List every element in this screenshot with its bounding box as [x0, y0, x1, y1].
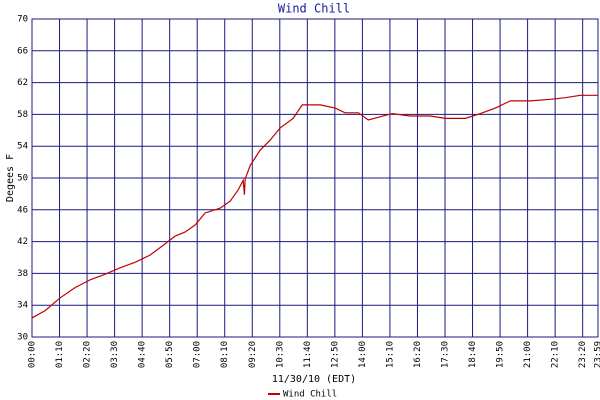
y-tick-label: 46 — [17, 205, 28, 215]
x-tick-label: 00:00 — [28, 341, 38, 368]
x-tick-label: 01:10 — [55, 341, 65, 368]
data-line — [31, 94, 598, 319]
x-tick-label: 09:20 — [248, 341, 258, 368]
y-tick-label: 70 — [17, 15, 28, 25]
y-tick-label: 62 — [17, 78, 28, 88]
y-tick-label: 34 — [17, 301, 28, 311]
y-tick-label: 38 — [17, 269, 28, 279]
x-tick-label: 15:10 — [385, 341, 395, 368]
x-tick-label: 02:20 — [83, 341, 93, 368]
x-tick-label: 22:10 — [551, 341, 561, 368]
x-tick-label: 16:20 — [413, 341, 423, 368]
x-tick-label: 21:00 — [523, 341, 533, 368]
x-axis-label: 11/30/10 (EDT) — [272, 374, 356, 385]
x-tick-label: 17:30 — [440, 341, 450, 368]
y-axis-label: Degees F — [5, 154, 16, 202]
x-tick-label: 23:20 — [578, 341, 588, 368]
y-tick-label: 66 — [17, 46, 28, 56]
x-tick-label: 07:00 — [193, 341, 203, 368]
y-tick-label: 30 — [17, 333, 28, 343]
x-tick-label: 11:40 — [303, 341, 313, 368]
x-tick-label: 12:50 — [330, 341, 340, 368]
y-tick-label: 42 — [17, 237, 28, 247]
y-tick-label: 50 — [17, 174, 28, 184]
x-tick-label: 08:10 — [220, 341, 230, 368]
x-tick-label: 03:30 — [110, 341, 120, 368]
x-tick-label: 19:50 — [496, 341, 506, 368]
legend-label: Wind Chill — [283, 390, 337, 400]
y-tick-label: 58 — [17, 110, 28, 120]
x-tick-label: 18:40 — [468, 341, 478, 368]
x-tick-label: 04:40 — [138, 341, 148, 368]
y-tick-label: 54 — [17, 142, 28, 152]
chart-title: Wind Chill — [278, 2, 350, 16]
x-tick-label: 05:50 — [165, 341, 175, 368]
x-tick-label: 14:00 — [358, 341, 368, 368]
x-tick-label: 23:59 — [594, 341, 600, 368]
x-tick-label: 10:30 — [275, 341, 285, 368]
